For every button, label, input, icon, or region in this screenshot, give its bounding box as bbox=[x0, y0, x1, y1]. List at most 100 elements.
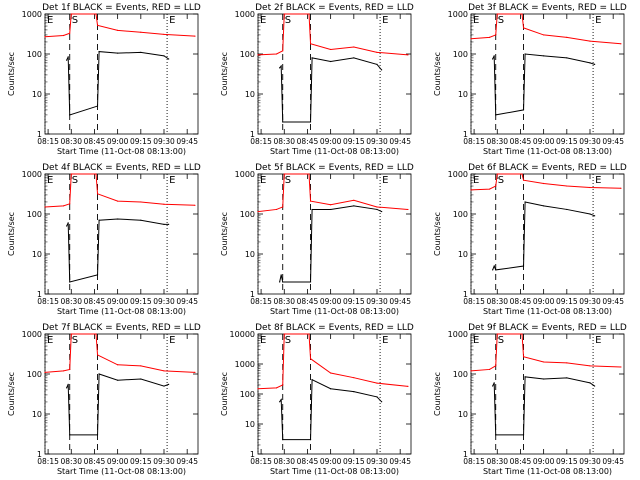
series-point bbox=[543, 361, 545, 363]
event-marker-label: E bbox=[382, 15, 388, 26]
series-line-red-lld bbox=[44, 13, 195, 38]
series-point bbox=[96, 434, 99, 436]
series-point bbox=[330, 60, 332, 63]
x-tick-label: 09:30 bbox=[153, 137, 175, 146]
series-point bbox=[163, 203, 165, 205]
series-point bbox=[95, 13, 97, 15]
y-tick-label: 1000 bbox=[235, 170, 255, 179]
series-point bbox=[96, 24, 99, 26]
y-tick-label: 1 bbox=[250, 130, 255, 139]
series-point bbox=[376, 396, 378, 398]
series-point bbox=[566, 362, 568, 364]
series-point bbox=[309, 200, 312, 202]
series-point bbox=[117, 218, 119, 220]
y-tick-label: 1000 bbox=[448, 330, 468, 339]
series-line-red-lld bbox=[257, 173, 408, 213]
event-marker-label: E bbox=[260, 175, 266, 186]
event-marker-label: E bbox=[47, 15, 53, 26]
detector-chart-8: Det 8f BLACK = Events, RED = LLD Counts/s… bbox=[220, 323, 414, 476]
x-tick-label: 08:30 bbox=[273, 457, 295, 466]
x-tick-label: 09:00 bbox=[533, 137, 555, 146]
series-line-red-lld bbox=[257, 13, 408, 56]
x-tick-label: 08:30 bbox=[486, 457, 508, 466]
series-point bbox=[470, 370, 472, 372]
x-axis-label: Start Time (11-Oct-08 08:13:00) bbox=[57, 147, 186, 156]
detector-chart-2: Det 2f BLACK = Events, RED = LLD Counts/s… bbox=[220, 3, 414, 156]
event-marker-label: S bbox=[285, 335, 291, 346]
event-marker-label: E bbox=[595, 175, 601, 186]
series-point bbox=[496, 333, 498, 335]
series-point bbox=[566, 57, 568, 59]
event-marker-label: E bbox=[47, 335, 53, 346]
series-point bbox=[309, 43, 312, 45]
x-tick-label: 09:30 bbox=[153, 457, 175, 466]
x-tick-label: 09:00 bbox=[320, 297, 342, 306]
event-marker-label: S bbox=[72, 15, 78, 26]
event-marker-label: S bbox=[285, 15, 291, 26]
series-point bbox=[280, 274, 282, 276]
x-tick-label: 09:30 bbox=[366, 297, 388, 306]
series-point bbox=[620, 187, 622, 189]
series-point bbox=[69, 32, 71, 34]
x-tick-label: 09:45 bbox=[176, 137, 198, 146]
y-axis-label: Counts/sec bbox=[7, 52, 16, 96]
x-tick-label: 08:45 bbox=[84, 297, 106, 306]
series-point bbox=[594, 63, 596, 65]
series-point bbox=[589, 62, 591, 64]
x-tick-label: 08:15 bbox=[250, 137, 272, 146]
x-tick-label: 08:15 bbox=[250, 297, 272, 306]
plot-frame bbox=[257, 333, 412, 455]
x-axis-label: Start Time (11-Oct-08 08:13:00) bbox=[483, 307, 612, 316]
x-tick-label: 09:15 bbox=[130, 297, 152, 306]
event-marker-label: E bbox=[473, 175, 479, 186]
chart-title: Det 4f BLACK = Events, RED = LLD bbox=[42, 163, 201, 173]
y-tick-label: 1 bbox=[463, 290, 468, 299]
series-point bbox=[353, 57, 355, 59]
series-point bbox=[96, 105, 99, 107]
x-tick-label: 08:15 bbox=[37, 137, 59, 146]
series-point bbox=[495, 434, 497, 436]
x-tick-label: 09:30 bbox=[366, 457, 388, 466]
series-point bbox=[524, 201, 526, 203]
detector-chart-6: Det 6f BLACK = Events, RED = LLD Counts/s… bbox=[433, 163, 627, 316]
series-point bbox=[492, 58, 494, 60]
series-point bbox=[496, 173, 498, 175]
series-point bbox=[117, 200, 119, 202]
series-point bbox=[376, 206, 378, 208]
chart-title: Det 6f BLACK = Events, RED = LLD bbox=[468, 163, 627, 173]
event-marker-label: E bbox=[473, 335, 479, 346]
series-point bbox=[117, 379, 119, 381]
x-tick-label: 08:30 bbox=[60, 137, 82, 146]
series-point bbox=[330, 388, 332, 390]
y-axis-label: Counts/sec bbox=[433, 212, 442, 256]
x-tick-label: 09:00 bbox=[107, 137, 129, 146]
x-tick-label: 09:15 bbox=[556, 297, 578, 306]
series-point bbox=[279, 281, 281, 283]
chart-title: Det 5f BLACK = Events, RED = LLD bbox=[255, 163, 414, 173]
x-tick-label: 08:15 bbox=[250, 457, 272, 466]
series-point bbox=[521, 333, 523, 335]
event-marker-label: E bbox=[169, 15, 175, 26]
series-point bbox=[308, 333, 310, 335]
x-tick-label: 09:15 bbox=[556, 137, 578, 146]
series-point bbox=[282, 121, 284, 123]
series-point bbox=[98, 373, 100, 375]
series-line-red-lld bbox=[257, 333, 408, 390]
y-tick-label: 100 bbox=[27, 370, 42, 379]
series-point bbox=[70, 173, 72, 175]
series-point bbox=[589, 186, 591, 189]
x-tick-label: 09:30 bbox=[366, 137, 388, 146]
x-tick-label: 08:30 bbox=[60, 297, 82, 306]
x-tick-label: 09:45 bbox=[602, 457, 624, 466]
x-axis-label: Start Time (11-Oct-08 08:13:00) bbox=[57, 307, 186, 316]
series-point bbox=[69, 114, 71, 116]
y-tick-label: 1000 bbox=[448, 10, 468, 19]
series-point bbox=[308, 173, 310, 175]
series-point bbox=[62, 34, 65, 37]
series-point bbox=[95, 173, 97, 175]
series-point bbox=[275, 208, 278, 211]
series-point bbox=[279, 67, 281, 69]
x-tick-label: 08:30 bbox=[273, 137, 295, 146]
y-tick-label: 1 bbox=[37, 130, 42, 139]
